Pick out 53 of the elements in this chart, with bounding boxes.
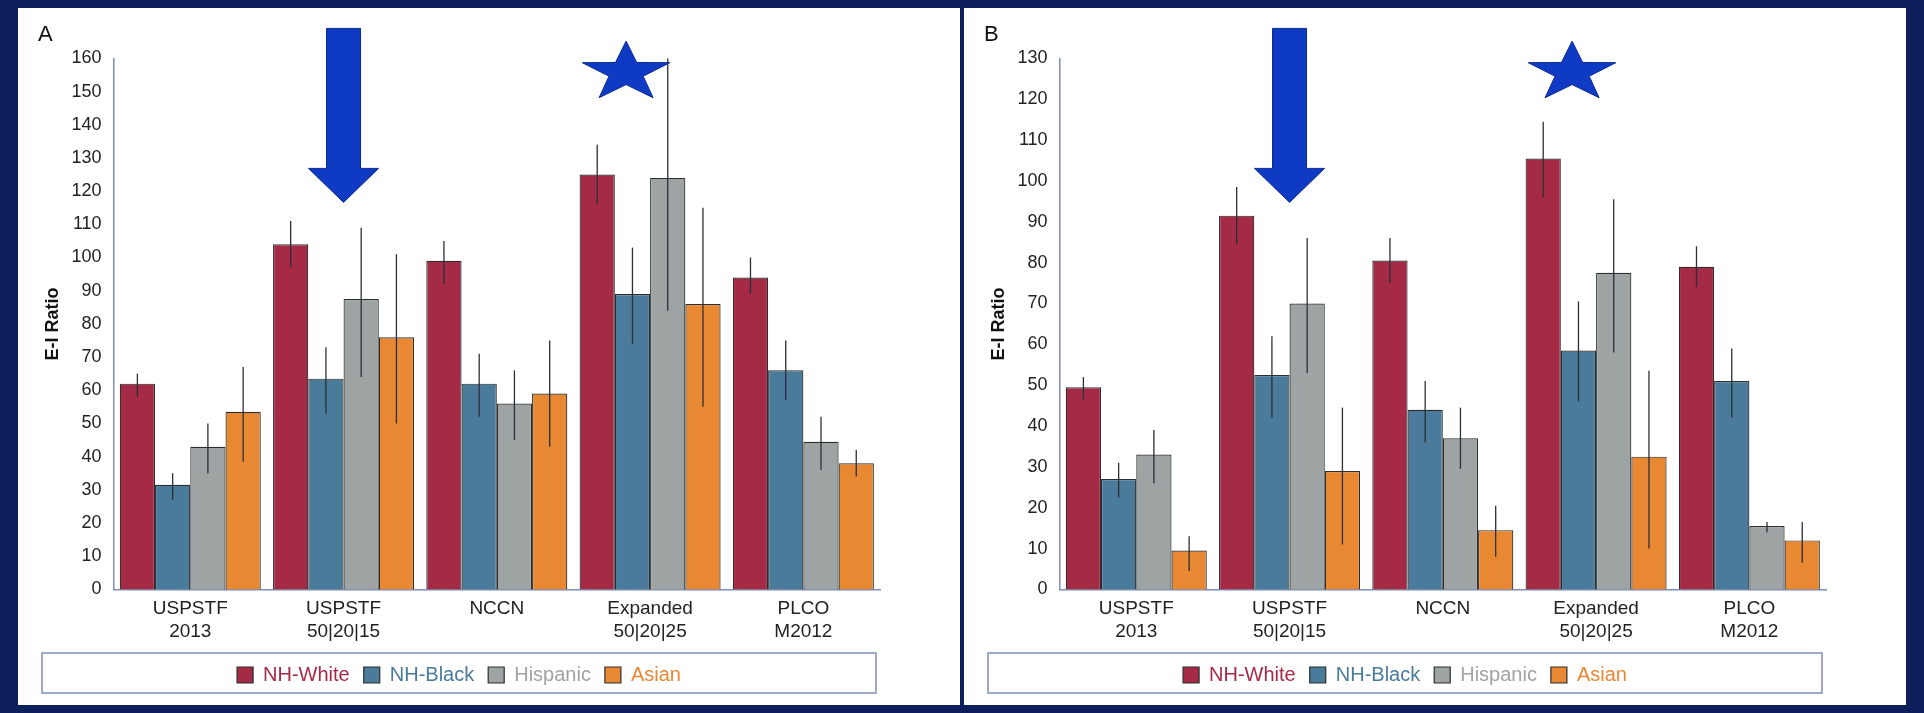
y-tick-label: 130 <box>1017 47 1048 68</box>
y-tick-label: 70 <box>81 346 102 367</box>
legend-label: Hispanic <box>1460 662 1537 685</box>
y-tick-label: 40 <box>1027 414 1048 435</box>
x-tick-label: USPSTF 50|20|15 <box>1252 597 1328 641</box>
x-tick-label: NCCN <box>469 597 525 619</box>
y-tick-label: 130 <box>71 146 102 167</box>
x-tick-label: PLCO M2012 <box>774 597 833 641</box>
y-tick-label: 60 <box>81 379 102 400</box>
y-tick-label: 10 <box>1027 537 1048 558</box>
legend-label: NH-White <box>1209 662 1296 685</box>
y-tick-label: 0 <box>91 578 102 599</box>
legend-label: NH-White <box>263 662 350 685</box>
y-tick-label: 50 <box>1027 374 1048 395</box>
chart-title: A <box>38 21 53 47</box>
y-tick-label: 40 <box>81 445 102 466</box>
y-tick-label: 120 <box>71 180 102 201</box>
x-tick-label: Expanded 50|20|25 <box>607 597 693 641</box>
legend-label: NH-Black <box>389 662 476 685</box>
y-tick-label: 80 <box>1027 251 1048 272</box>
y-tick-label: 30 <box>81 478 102 499</box>
y-tick-label: 20 <box>1027 496 1048 517</box>
y-tick-label: 100 <box>1017 169 1048 190</box>
y-tick-label: 70 <box>1027 292 1048 313</box>
y-tick-label: 10 <box>81 545 102 566</box>
x-tick-label: USPSTF 50|20|15 <box>306 597 382 641</box>
y-tick-label: 90 <box>1027 210 1048 231</box>
x-tick-label: USPSTF 2013 <box>152 597 228 641</box>
x-tick-label: Expanded 50|20|25 <box>1553 597 1639 641</box>
legend-label: NH-Black <box>1335 662 1422 685</box>
chart-title: B <box>984 21 999 47</box>
y-tick-label: 150 <box>71 80 102 101</box>
legend-label: Hispanic <box>514 662 591 685</box>
y-tick-label: 120 <box>1017 88 1048 109</box>
y-tick-label: 100 <box>71 246 102 267</box>
y-tick-label: 30 <box>1027 455 1048 476</box>
y-axis-title: E-I Ratio <box>41 287 62 361</box>
y-axis-title: E-I Ratio <box>987 287 1008 361</box>
y-tick-label: 60 <box>1027 333 1048 354</box>
x-tick-label: NCCN <box>1415 597 1471 619</box>
legend-label: Asian <box>630 662 681 685</box>
y-tick-label: 140 <box>71 113 102 134</box>
y-tick-label: 110 <box>1018 129 1048 150</box>
y-tick-label: 110 <box>72 213 102 234</box>
y-tick-label: 50 <box>81 412 102 433</box>
y-tick-label: 160 <box>71 47 102 68</box>
y-tick-label: 0 <box>1037 578 1048 599</box>
legend-label: Asian <box>1576 662 1627 685</box>
y-tick-label: 20 <box>81 511 102 532</box>
x-tick-label: USPSTF 2013 <box>1098 597 1174 641</box>
y-tick-label: 90 <box>81 279 102 300</box>
y-tick-label: 80 <box>81 312 102 333</box>
x-tick-label: PLCO M2012 <box>1720 597 1779 641</box>
